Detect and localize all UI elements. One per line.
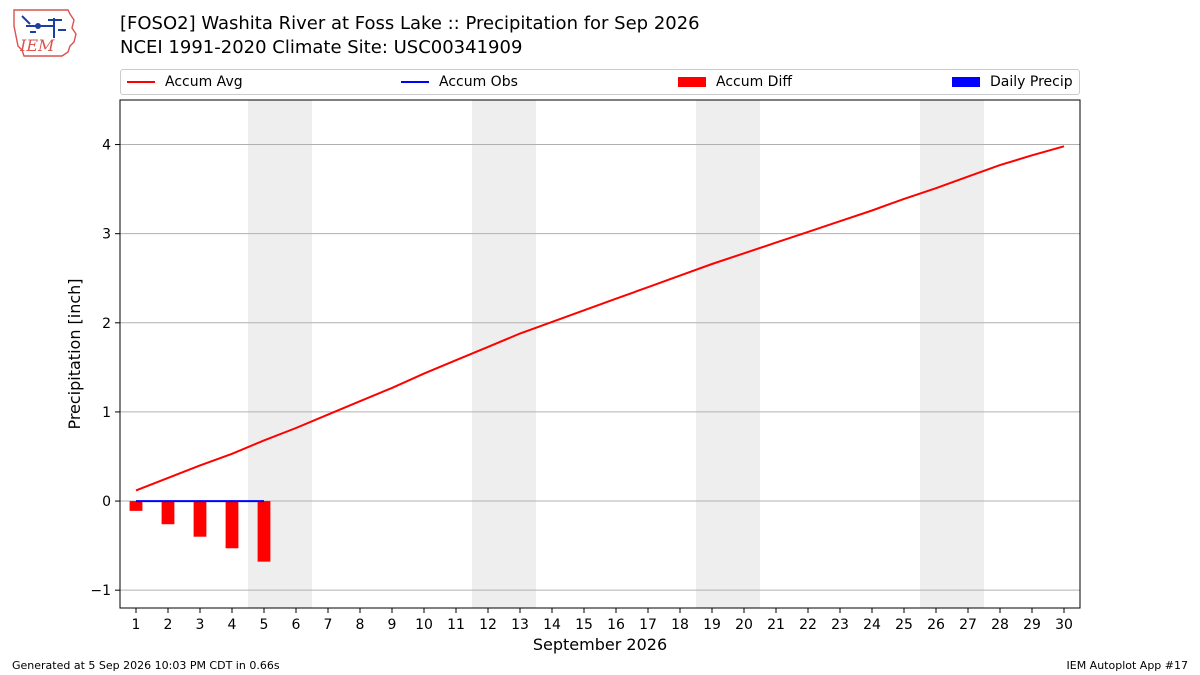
footer-generated-text: Generated at 5 Sep 2026 10:03 PM CDT in … [12,659,280,672]
chart-title: [FOSO2] Washita River at Foss Lake :: Pr… [120,13,700,34]
x-tick-label: 11 [447,617,465,633]
legend-item-daily-precip: Daily Precip [952,70,1073,94]
x-tick-label: 24 [863,617,881,633]
x-tick-label: 13 [511,617,529,633]
x-tick-label: 14 [543,617,561,633]
legend-swatch-accum-avg [127,81,155,83]
x-tick-label: 18 [671,617,689,633]
accum-diff-bars [129,501,271,562]
weekend-band [472,100,536,608]
y-tick-label: 0 [102,494,111,510]
x-tick-label: 27 [959,617,977,633]
x-tick-label: 16 [607,617,625,633]
x-tick-label: 21 [767,617,785,633]
legend-label-accum-obs: Accum Obs [439,74,518,90]
x-tick-label: 15 [575,617,593,633]
iem-logo: IEM [13,9,77,57]
x-tick-label: 20 [735,617,753,633]
y-gridlines [120,144,1080,591]
x-tick-label: 7 [324,617,333,633]
series-lines [135,145,1065,503]
y-tick-label: 3 [102,227,111,243]
x-tick-label: 9 [388,617,397,633]
x-tick-label: 12 [479,617,497,633]
legend-label-accum-diff: Accum Diff [716,74,793,90]
x-tick-label: 5 [260,617,269,633]
y-axis-label: Precipitation [inch] [65,278,84,429]
x-tick-label: 19 [703,617,721,633]
y-tick-label: −1 [90,583,111,599]
legend-item-accum-obs: Accum Obs [401,70,518,94]
x-tick-label: 26 [927,617,945,633]
x-tick-label: 2 [164,617,173,633]
plot-frame [119,99,1081,609]
x-tick-label: 28 [991,617,1009,633]
iowa-state-outline [13,9,77,57]
accum-diff-bar [257,501,271,562]
x-tick-label: 1 [132,617,141,633]
x-tick-label: 29 [1023,617,1041,633]
x-tick-label: 23 [831,617,849,633]
footer-app-text: IEM Autoplot App #17 [1066,659,1189,672]
x-tick-label: 4 [228,617,237,633]
weekend-band [920,100,984,608]
vane-center-icon [35,23,41,29]
accum-diff-bar [225,501,239,549]
x-tick-label: 30 [1055,617,1073,633]
x-axis-label: September 2026 [533,635,667,654]
legend-label-accum-avg: Accum Avg [165,74,243,90]
x-tick-label: 6 [292,617,301,633]
x-tick-label: 8 [356,617,365,633]
accum-diff-bar [193,501,207,537]
legend-swatch-daily-precip [952,77,980,87]
accum-diff-bar [129,501,143,511]
x-tick-label: 25 [895,617,913,633]
x-tick-label: 22 [799,617,817,633]
x-tick-label: 10 [415,617,433,633]
weekend-bands [248,100,984,608]
legend-label-daily-precip: Daily Precip [990,74,1073,90]
legend-swatch-accum-obs [401,81,429,83]
x-axis-ticks: 1 2 3 4 5 6 7 8 9 10 11 12 13 14 15 16 17 18 19 20 21 22 23 24 2… [132,608,1073,633]
chart-subtitle: NCEI 1991-2020 Climate Site: USC00341909 [120,37,523,58]
y-axis-ticks: −1 0 1 2 3 4 [90,138,120,599]
logo-text: IEM [19,36,55,55]
legend-item-accum-diff: Accum Diff [678,70,792,94]
weekend-band [696,100,760,608]
x-tick-label: 3 [196,617,205,633]
legend: Accum Avg Accum Obs Accum Diff Daily Pre… [120,69,1080,95]
x-tick-label: 17 [639,617,657,633]
legend-swatch-accum-diff [678,77,706,87]
accum-avg-line [135,145,1065,492]
legend-item-accum-avg: Accum Avg [127,70,243,94]
y-tick-label: 4 [102,138,111,154]
accum-diff-bar [161,501,175,525]
y-tick-label: 1 [102,405,111,421]
y-tick-label: 2 [102,316,111,332]
